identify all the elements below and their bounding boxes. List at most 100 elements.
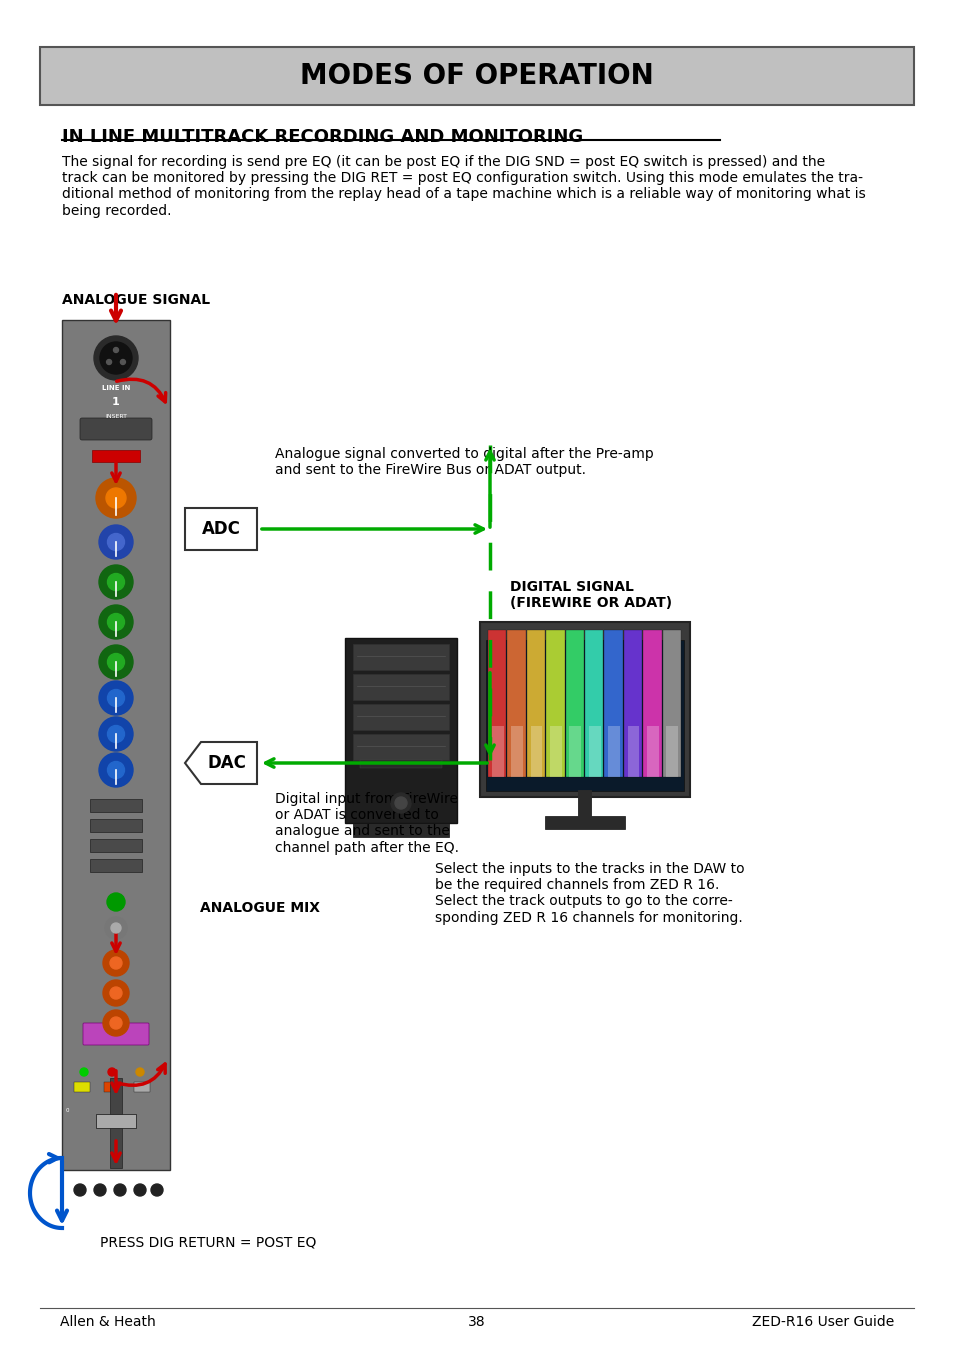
FancyBboxPatch shape: [104, 1082, 120, 1092]
Circle shape: [99, 565, 132, 598]
FancyBboxPatch shape: [74, 1082, 90, 1092]
FancyBboxPatch shape: [90, 859, 142, 871]
Text: ANALOGUE MIX: ANALOGUE MIX: [200, 901, 319, 915]
Circle shape: [111, 923, 121, 934]
FancyBboxPatch shape: [353, 644, 449, 670]
FancyBboxPatch shape: [345, 638, 456, 823]
Text: 38: 38: [468, 1315, 485, 1329]
FancyBboxPatch shape: [569, 725, 580, 777]
Circle shape: [120, 359, 125, 365]
FancyBboxPatch shape: [530, 725, 541, 777]
Text: Allen & Heath: Allen & Heath: [60, 1315, 155, 1329]
Text: PRESS DIG RETURN = POST EQ: PRESS DIG RETURN = POST EQ: [100, 1235, 316, 1250]
Circle shape: [99, 644, 132, 680]
FancyBboxPatch shape: [550, 725, 561, 777]
Text: Select the inputs to the tracks in the DAW to
be the required channels from ZED : Select the inputs to the tracks in the D…: [435, 862, 744, 924]
Circle shape: [94, 336, 138, 380]
Circle shape: [107, 893, 125, 911]
Circle shape: [133, 1183, 146, 1196]
Circle shape: [108, 574, 125, 590]
Text: ADC: ADC: [201, 520, 240, 538]
FancyBboxPatch shape: [623, 630, 641, 777]
FancyBboxPatch shape: [96, 1115, 136, 1128]
FancyBboxPatch shape: [546, 630, 564, 777]
Text: IN LINE MULTITRACK RECORDING AND MONITORING: IN LINE MULTITRACK RECORDING AND MONITOR…: [62, 128, 582, 146]
FancyBboxPatch shape: [511, 725, 522, 777]
Circle shape: [108, 654, 125, 670]
Text: Digital input from FireWire
or ADAT is converted to
analogue and sent to the
cha: Digital input from FireWire or ADAT is c…: [274, 792, 458, 855]
Text: DAC: DAC: [208, 754, 246, 771]
FancyBboxPatch shape: [185, 508, 256, 550]
Text: 0: 0: [66, 1108, 70, 1112]
Circle shape: [151, 1183, 163, 1196]
Circle shape: [108, 534, 125, 550]
Circle shape: [391, 793, 411, 813]
FancyBboxPatch shape: [588, 725, 599, 777]
Circle shape: [100, 342, 132, 374]
FancyBboxPatch shape: [40, 47, 913, 105]
Circle shape: [103, 950, 129, 975]
Text: MODES OF OPERATION: MODES OF OPERATION: [300, 62, 653, 91]
FancyBboxPatch shape: [666, 725, 678, 777]
Circle shape: [108, 689, 125, 707]
Text: INSERT: INSERT: [105, 413, 127, 419]
Circle shape: [136, 1069, 144, 1075]
FancyBboxPatch shape: [80, 417, 152, 440]
FancyBboxPatch shape: [90, 839, 142, 852]
Circle shape: [99, 717, 132, 751]
Circle shape: [96, 478, 136, 517]
FancyBboxPatch shape: [485, 640, 683, 790]
Circle shape: [99, 526, 132, 559]
Circle shape: [80, 1069, 88, 1075]
FancyBboxPatch shape: [91, 450, 140, 462]
FancyBboxPatch shape: [544, 816, 624, 830]
FancyBboxPatch shape: [353, 734, 449, 761]
FancyBboxPatch shape: [353, 674, 449, 700]
FancyBboxPatch shape: [353, 704, 449, 730]
Circle shape: [108, 1069, 116, 1075]
FancyBboxPatch shape: [488, 630, 506, 777]
FancyBboxPatch shape: [526, 630, 544, 777]
Circle shape: [103, 979, 129, 1006]
FancyBboxPatch shape: [507, 630, 525, 777]
FancyBboxPatch shape: [608, 725, 619, 777]
Polygon shape: [185, 742, 256, 784]
FancyBboxPatch shape: [90, 798, 142, 812]
FancyBboxPatch shape: [359, 761, 441, 767]
FancyBboxPatch shape: [110, 1078, 122, 1169]
Circle shape: [107, 359, 112, 365]
FancyBboxPatch shape: [565, 630, 583, 777]
Text: 1: 1: [112, 397, 120, 407]
FancyBboxPatch shape: [584, 630, 602, 777]
FancyBboxPatch shape: [492, 725, 503, 777]
Text: Analogue signal converted to digital after the Pre-amp
and sent to the FireWire : Analogue signal converted to digital aft…: [274, 447, 653, 477]
FancyBboxPatch shape: [90, 819, 142, 832]
FancyBboxPatch shape: [479, 621, 689, 797]
Circle shape: [110, 988, 122, 998]
FancyBboxPatch shape: [62, 320, 170, 1170]
Circle shape: [99, 681, 132, 715]
Circle shape: [99, 753, 132, 788]
Circle shape: [113, 347, 118, 353]
Circle shape: [108, 613, 125, 631]
Text: ANALOGUE SIGNAL: ANALOGUE SIGNAL: [62, 293, 210, 307]
FancyBboxPatch shape: [83, 1023, 149, 1046]
Circle shape: [106, 488, 126, 508]
Circle shape: [108, 725, 125, 743]
Circle shape: [110, 1017, 122, 1029]
Text: DIGITAL SIGNAL
(FIREWIRE OR ADAT): DIGITAL SIGNAL (FIREWIRE OR ADAT): [510, 580, 672, 611]
FancyBboxPatch shape: [604, 630, 622, 777]
Circle shape: [110, 957, 122, 969]
Circle shape: [103, 1011, 129, 1036]
Text: LINE IN: LINE IN: [102, 385, 130, 390]
FancyBboxPatch shape: [133, 1082, 150, 1092]
Text: The signal for recording is send pre EQ (it can be post EQ if the DIG SND = post: The signal for recording is send pre EQ …: [62, 155, 864, 218]
FancyBboxPatch shape: [353, 823, 449, 838]
Circle shape: [395, 797, 407, 809]
Text: ZED-R16 User Guide: ZED-R16 User Guide: [751, 1315, 893, 1329]
Circle shape: [74, 1183, 86, 1196]
Circle shape: [105, 917, 127, 939]
FancyBboxPatch shape: [662, 630, 680, 777]
Circle shape: [99, 605, 132, 639]
Circle shape: [94, 1183, 106, 1196]
